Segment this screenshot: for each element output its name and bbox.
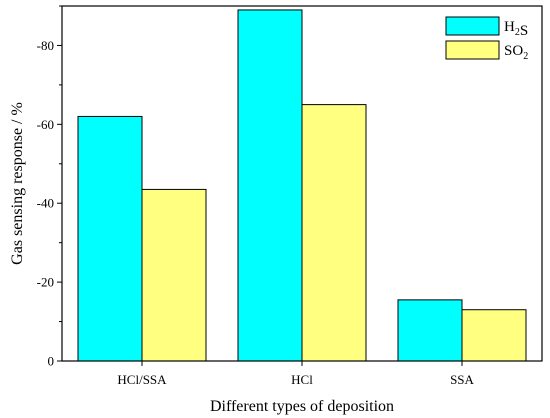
legend-label-so2: SO2 — [504, 43, 528, 62]
x-tick-label: HCl/SSA — [117, 372, 167, 387]
bar-so2-ssa — [461, 309, 527, 362]
y-tick-label: -40 — [37, 196, 54, 211]
legend-label-h2s: H2S — [504, 19, 528, 39]
x-tick-label: SSA — [450, 372, 474, 387]
bar-h2s-hcl — [237, 9, 303, 362]
legend-swatch-h2s — [445, 16, 500, 36]
bar-h2s-ssa — [397, 299, 463, 362]
y-tick-label: -60 — [37, 117, 54, 132]
bar-so2-hcl-ssa — [141, 188, 207, 362]
legend-swatch-so2 — [445, 40, 500, 60]
y-tick-label: -80 — [37, 38, 54, 53]
x-tick-label: HCl — [291, 372, 313, 387]
bars-group — [77, 9, 527, 362]
y-tick-label: 0 — [48, 354, 55, 369]
y-axis-ticks: 0 -20 -40 -60 -80 — [37, 5, 62, 369]
x-axis-ticks: HCl/SSA HCl SSA — [117, 361, 475, 387]
x-axis-title: Different types of deposition — [210, 398, 394, 415]
y-axis-title: Gas sensing response / % — [9, 102, 26, 265]
y-tick-label: -20 — [37, 275, 54, 290]
bar-so2-hcl — [301, 104, 367, 362]
bar-h2s-hcl-ssa — [77, 115, 143, 362]
